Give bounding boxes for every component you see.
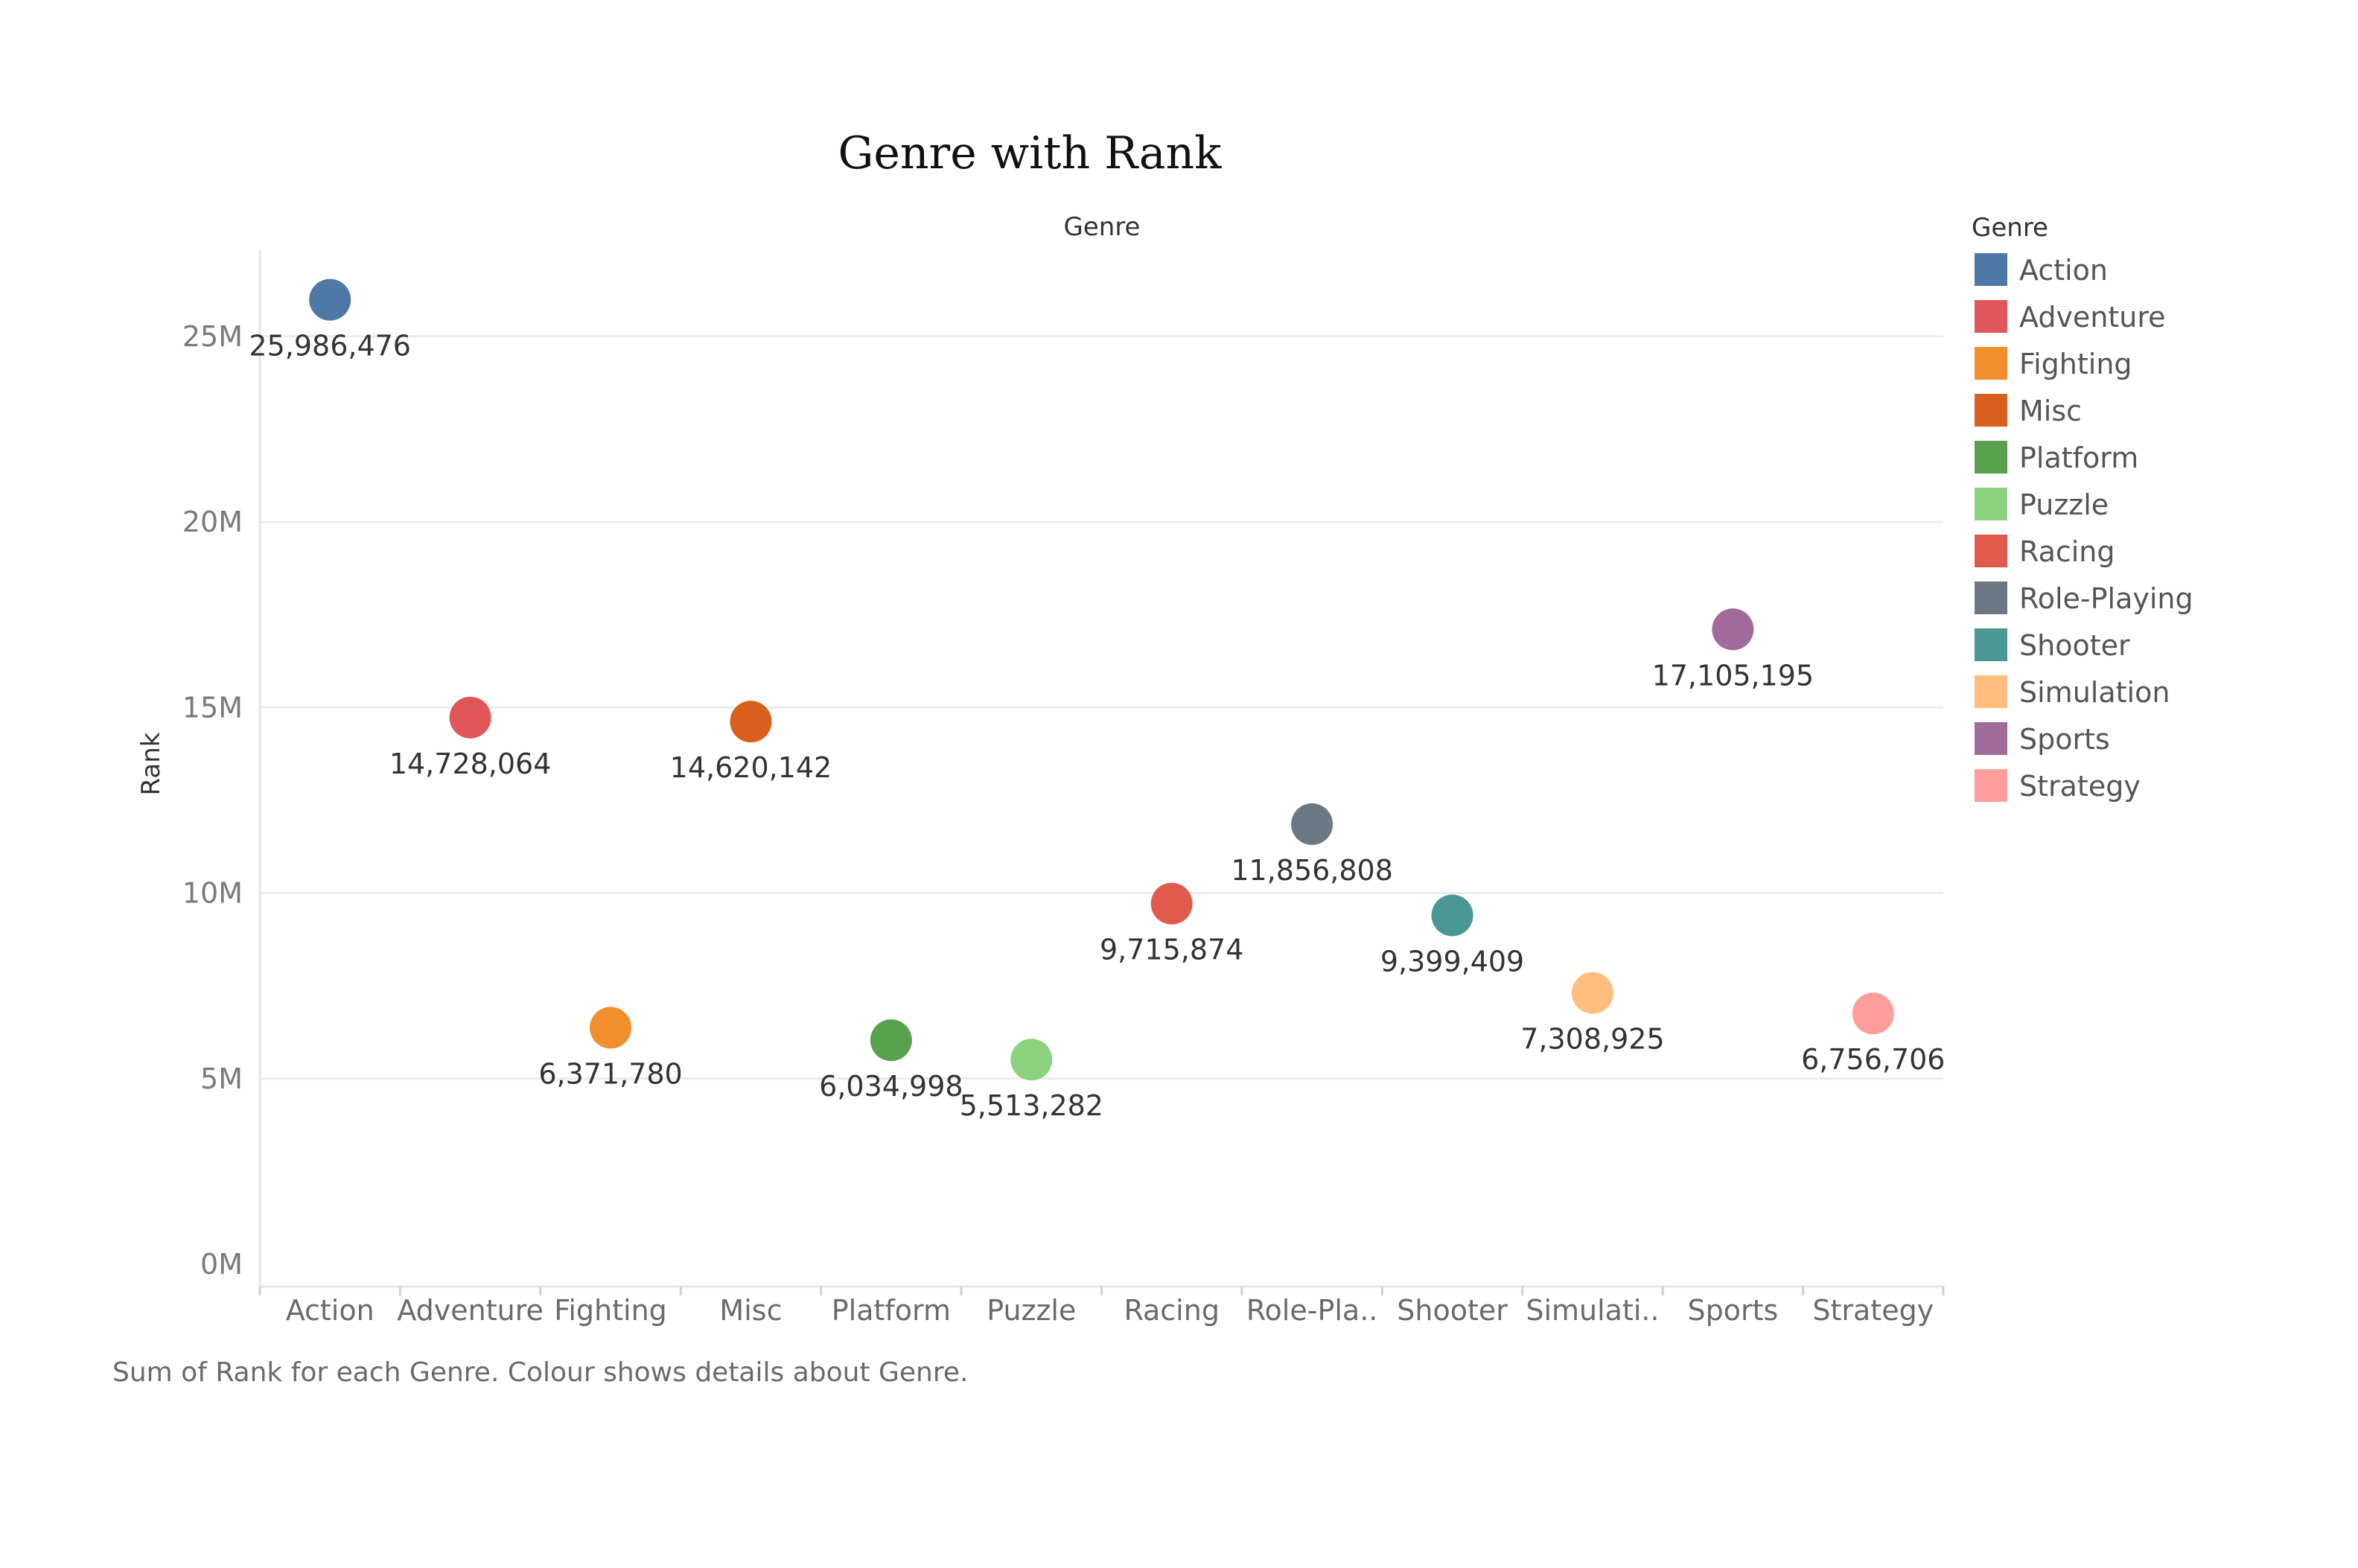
- data-point-role-playing: [1291, 803, 1333, 845]
- legend-label: Racing: [2019, 535, 2115, 568]
- legend-swatch: [1975, 394, 2007, 427]
- y-axis-ticks: 0M 5M 10M 15M 20M 25M: [182, 320, 243, 1281]
- data-point-shooter: [1431, 894, 1473, 937]
- legend-label: Simulation: [2019, 676, 2170, 709]
- x-tick-label: Strategy: [1812, 1294, 1934, 1327]
- data-point-strategy: [1852, 992, 1894, 1035]
- legend-label: Fighting: [2019, 348, 2132, 380]
- data-label: 7,308,925: [1520, 1023, 1664, 1056]
- y-tick-label: 5M: [200, 1062, 243, 1095]
- data-label: 9,715,874: [1100, 934, 1243, 966]
- x-tick-label: Platform: [832, 1294, 951, 1327]
- y-tick-label: 20M: [182, 506, 243, 538]
- data-label: 11,856,808: [1231, 854, 1393, 887]
- x-axis-ticks: Action Adventure Fighting Misc Platform Puzzl…: [286, 1294, 1934, 1327]
- legend-swatch: [1975, 769, 2007, 802]
- data-label: 17,105,195: [1652, 659, 1814, 692]
- legend-label: Misc: [2019, 395, 2082, 427]
- legend-label: Action: [2019, 254, 2108, 287]
- data-labels: 25,986,476 14,728,064 6,371,780 14,620,142 6…: [249, 330, 1945, 1123]
- y-tick-label: 10M: [182, 877, 243, 910]
- y-axis-title: Rank: [136, 732, 166, 795]
- legend-label: Role-Playing: [2019, 582, 2193, 615]
- data-label: 6,756,706: [1801, 1043, 1945, 1076]
- x-tick-label: Role-Pla..: [1246, 1294, 1378, 1327]
- legend-swatch: [1975, 488, 2007, 520]
- legend-swatch: [1975, 581, 2007, 614]
- y-tick-label: 0M: [200, 1248, 243, 1281]
- data-point-misc: [730, 701, 772, 743]
- axes: [258, 249, 1945, 1295]
- data-point-fighting: [590, 1007, 632, 1049]
- legend-swatch: [1975, 675, 2007, 708]
- legend-label: Puzzle: [2019, 488, 2109, 521]
- legend-swatch: [1975, 253, 2007, 286]
- legend-swatch: [1975, 347, 2007, 380]
- data-label: 6,371,780: [538, 1057, 682, 1090]
- legend-swatch: [1975, 722, 2007, 755]
- column-header: Genre: [1064, 212, 1141, 242]
- data-point-racing: [1150, 882, 1193, 925]
- x-tick-label: Simulati..: [1526, 1294, 1659, 1327]
- x-tick-label: Misc: [719, 1294, 782, 1327]
- data-point-adventure: [449, 696, 491, 739]
- legend-swatch: [1975, 535, 2007, 567]
- x-tick-label: Racing: [1124, 1294, 1220, 1327]
- x-tick-label: Puzzle: [987, 1294, 1076, 1327]
- x-tick-label: Fighting: [554, 1294, 667, 1327]
- gridlines: [260, 335, 1943, 1080]
- data-point-action: [309, 278, 351, 321]
- chart-title: Genre with Rank: [838, 127, 1222, 179]
- data-point-simulation: [1571, 972, 1613, 1014]
- x-tick-label: Action: [286, 1294, 375, 1327]
- data-label: 14,728,064: [389, 748, 552, 780]
- legend-title: Genre: [1972, 213, 2048, 243]
- legend: Genre Action Adventure Fighting Misc Platfor…: [1972, 213, 2193, 803]
- x-tick-label: Shooter: [1397, 1294, 1508, 1327]
- legend-label: Sports: [2019, 723, 2110, 756]
- x-tick-label: Sports: [1687, 1294, 1778, 1327]
- data-label: 9,399,409: [1380, 945, 1524, 978]
- data-label: 25,986,476: [249, 330, 411, 363]
- chart-caption: Sum of Rank for each Genre. Colour shows…: [112, 1357, 968, 1388]
- data-point-sports: [1712, 608, 1754, 651]
- legend-label: Shooter: [2019, 629, 2130, 662]
- data-label: 14,620,142: [670, 751, 832, 784]
- data-point-platform: [870, 1019, 912, 1062]
- legend-swatch: [1975, 441, 2007, 474]
- data-label: 5,513,282: [960, 1089, 1103, 1122]
- legend-label: Adventure: [2019, 301, 2166, 334]
- data-label: 6,034,998: [819, 1070, 963, 1103]
- legend-swatch: [1975, 300, 2007, 333]
- data-points: [309, 278, 1894, 1081]
- legend-label: Platform: [2019, 442, 2138, 474]
- y-tick-label: 25M: [182, 320, 243, 353]
- legend-swatch: [1975, 628, 2007, 661]
- data-point-puzzle: [1010, 1039, 1053, 1081]
- y-tick-label: 15M: [182, 691, 243, 724]
- x-tick-label: Adventure: [397, 1294, 544, 1327]
- legend-label: Strategy: [2019, 770, 2141, 803]
